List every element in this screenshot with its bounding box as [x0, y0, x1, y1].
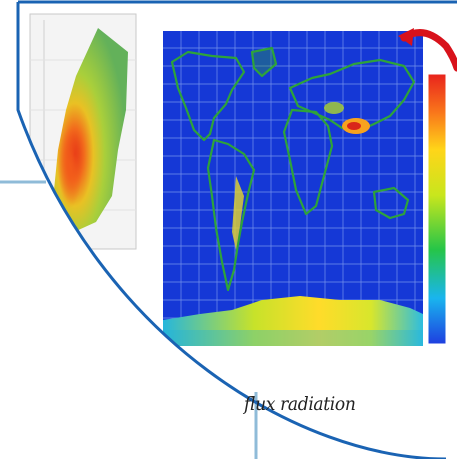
- curved-arrow-icon: [400, 29, 457, 72]
- left-plot: [29, 13, 137, 250]
- figure-caption: flux radiation: [244, 393, 356, 415]
- color-scale-icon: [427, 73, 447, 345]
- world-map-panel: [150, 22, 454, 358]
